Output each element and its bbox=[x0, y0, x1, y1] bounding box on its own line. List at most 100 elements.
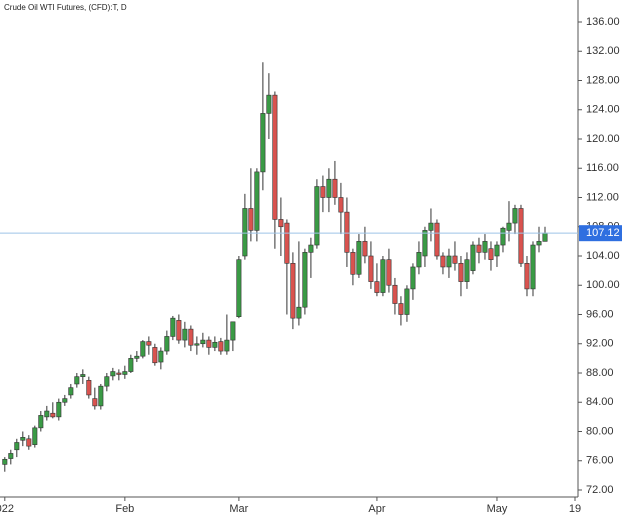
x-tick-label: May bbox=[487, 503, 508, 515]
candle-body bbox=[152, 347, 158, 364]
candle-body bbox=[326, 178, 332, 198]
candle-body bbox=[278, 219, 284, 228]
y-tick-label: 124.00 bbox=[586, 104, 620, 116]
y-tick-label: 72.00 bbox=[586, 484, 614, 496]
candle-body bbox=[338, 197, 344, 213]
x-tick-label: 022 bbox=[0, 503, 14, 515]
candle-body bbox=[428, 222, 434, 231]
candle-body bbox=[272, 94, 278, 220]
y-tick-label: 84.00 bbox=[586, 396, 614, 408]
candle-body bbox=[362, 241, 368, 257]
y-tick-label: 128.00 bbox=[586, 74, 620, 86]
y-tick-label: 92.00 bbox=[586, 338, 614, 350]
candle-body bbox=[422, 230, 428, 257]
x-tick-label: Mar bbox=[229, 503, 248, 515]
candle-body bbox=[134, 355, 140, 359]
candle-body bbox=[146, 341, 152, 346]
candle-body bbox=[116, 372, 122, 375]
candle-body bbox=[140, 341, 146, 357]
candle-body bbox=[74, 376, 80, 385]
candle-body bbox=[20, 437, 26, 441]
candle-body bbox=[302, 252, 308, 308]
candle-body bbox=[410, 266, 416, 290]
candle-body bbox=[230, 321, 236, 341]
candle-body bbox=[350, 252, 356, 275]
y-tick-label: 100.00 bbox=[586, 279, 620, 291]
candle-body bbox=[452, 255, 458, 264]
candle-body bbox=[386, 259, 392, 286]
y-tick-label: 88.00 bbox=[586, 367, 614, 379]
candle-body bbox=[470, 244, 476, 271]
candle-body bbox=[68, 387, 74, 396]
y-tick-label: 116.00 bbox=[586, 162, 619, 174]
candle-body bbox=[332, 178, 338, 198]
candle-body bbox=[218, 341, 224, 352]
candle-body bbox=[158, 350, 164, 363]
candle-body bbox=[224, 339, 230, 352]
candle-body bbox=[122, 371, 128, 375]
candle-body bbox=[242, 208, 248, 257]
candle-body bbox=[524, 263, 530, 290]
candle-body bbox=[464, 259, 470, 282]
candle-body bbox=[212, 341, 218, 348]
candle-body bbox=[104, 376, 110, 387]
candle-body bbox=[398, 303, 404, 315]
candle-body bbox=[434, 222, 440, 257]
candle-body bbox=[344, 211, 350, 253]
candle-body bbox=[284, 222, 290, 264]
candle-body bbox=[266, 94, 272, 114]
candle-body bbox=[482, 241, 488, 253]
candle-body bbox=[14, 442, 20, 451]
candle-body bbox=[536, 241, 542, 246]
x-tick-label: Apr bbox=[368, 503, 385, 515]
candle-body bbox=[38, 415, 44, 429]
candle-body bbox=[188, 328, 194, 346]
candle-body bbox=[200, 339, 206, 345]
candle-body bbox=[260, 113, 266, 173]
y-tick-label: 96.00 bbox=[586, 308, 614, 320]
candle-body bbox=[374, 281, 380, 293]
candle-body bbox=[458, 263, 464, 282]
candle-body bbox=[446, 255, 452, 268]
candle-body bbox=[176, 320, 182, 341]
candle-body bbox=[290, 263, 296, 319]
candle-body bbox=[194, 343, 200, 346]
candle-body bbox=[500, 227, 506, 246]
candle-body bbox=[206, 339, 212, 348]
candle-body bbox=[2, 458, 8, 465]
candle-body bbox=[92, 398, 98, 407]
candle-body bbox=[512, 208, 518, 224]
candle-body bbox=[518, 208, 524, 264]
candle-body bbox=[506, 222, 512, 231]
candle-body bbox=[80, 374, 86, 377]
candle-body bbox=[170, 317, 176, 337]
y-tick-label: 112.00 bbox=[586, 191, 619, 203]
candle-body bbox=[416, 252, 422, 268]
candle-body bbox=[368, 255, 374, 282]
chart-title: Crude Oil WTI Futures, (CFD):T, D bbox=[4, 3, 127, 12]
candle-body bbox=[50, 412, 56, 418]
candle-body bbox=[44, 410, 50, 418]
candle-body bbox=[248, 208, 254, 231]
y-tick-label: 80.00 bbox=[586, 425, 614, 437]
candle-body bbox=[530, 244, 536, 290]
candle-body bbox=[128, 358, 134, 372]
candle-body bbox=[488, 248, 494, 260]
x-tick-label: Feb bbox=[115, 503, 134, 515]
candle-body bbox=[392, 284, 398, 304]
candle-body bbox=[98, 385, 104, 407]
candle-body bbox=[182, 328, 188, 341]
candle-body bbox=[356, 241, 362, 275]
last-price-box bbox=[579, 225, 622, 242]
candle-body bbox=[308, 244, 314, 253]
candle-body bbox=[236, 259, 242, 317]
candle-body bbox=[320, 186, 326, 198]
candle-body bbox=[254, 171, 260, 231]
candle-body bbox=[32, 427, 38, 445]
candle-body bbox=[164, 336, 170, 352]
candle-body bbox=[440, 255, 446, 268]
y-tick-label: 132.00 bbox=[586, 45, 620, 57]
candle-body bbox=[62, 398, 68, 403]
